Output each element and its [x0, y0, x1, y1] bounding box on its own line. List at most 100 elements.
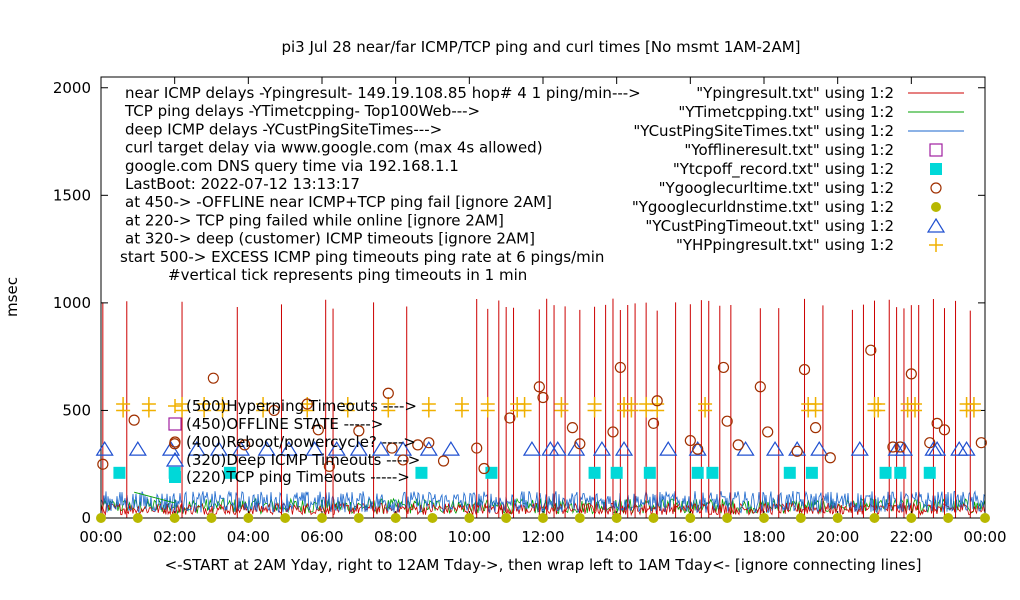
y-tick-label: 1500 — [53, 186, 91, 204]
legend-label: "YHPpingresult.txt" using 1:2 — [676, 236, 894, 254]
hp-ping-timeout-point — [381, 396, 396, 411]
hp-ping-timeout-point — [454, 396, 469, 411]
legend-label: "Ypingresult.txt" using 1:2 — [696, 84, 894, 102]
dns-time-point — [169, 513, 180, 523]
x-tick-label: 12:00 — [521, 528, 564, 546]
curl-time-point — [732, 439, 744, 451]
tcp-timeout-point — [691, 466, 704, 479]
dns-time-point — [132, 513, 143, 523]
curl-time-point — [721, 415, 733, 427]
hp-ping-timeout-point — [116, 396, 131, 411]
legend-swatch — [926, 217, 946, 233]
dns-time-point — [648, 513, 659, 523]
curl-time-point — [301, 398, 313, 410]
hp-ping-timeout-point — [966, 396, 981, 411]
tcp-timeout-point — [805, 466, 818, 479]
curl-time-point — [504, 412, 516, 424]
info-line: google.com DNS query time via 192.168.1.… — [125, 157, 459, 175]
info-line: start 500-> EXCESS ICMP ping timeouts pi… — [120, 248, 604, 266]
hp-ping-timeout-point — [698, 396, 713, 411]
hp-ping-timeout-point — [871, 396, 886, 411]
hp-ping-timeout-point — [175, 396, 190, 411]
tcp-timeout-point — [223, 466, 236, 479]
hp-ping-timeout-point — [587, 396, 602, 411]
cust-ping-timeout-point — [894, 441, 914, 456]
info-line: curl target delay via www.google.com (ma… — [125, 139, 543, 157]
dns-time-point — [906, 513, 917, 523]
cust-ping-timeout-point — [659, 441, 678, 456]
annotation-marker — [168, 417, 182, 431]
hp-ping-timeout-point — [340, 396, 355, 411]
cust-ping-timeout-point — [209, 441, 228, 456]
tcp-timeout-point — [706, 466, 719, 479]
hp-ping-timeout-point — [908, 396, 923, 411]
curl-time-point — [471, 442, 483, 454]
x-tick-label: 20:00 — [816, 528, 859, 546]
hp-ping-timeout-point — [517, 396, 532, 411]
x-tick-label: 08:00 — [374, 528, 417, 546]
legend-label: "YCustPingSiteTimes.txt" using 1:2 — [633, 122, 894, 140]
dns-time-point — [832, 513, 843, 523]
annotation-marker — [169, 471, 181, 483]
cust-ping-timeout-point — [614, 441, 634, 456]
cust-ping-timeout-point — [928, 441, 947, 456]
dns-time-point — [464, 513, 475, 523]
dns-time-point — [980, 513, 990, 523]
curl-time-point — [905, 368, 917, 380]
y-tick-label: 2000 — [53, 79, 91, 97]
annotation-marker — [169, 436, 181, 448]
curl-time-point — [566, 422, 579, 434]
curl-time-point — [312, 424, 324, 436]
curl-time-point — [651, 395, 663, 407]
cust-ping-timeout-point — [788, 441, 807, 456]
curl-time-point — [537, 391, 549, 404]
hp-ping-timeout-point — [141, 396, 156, 411]
tcp-timeout-point — [783, 466, 796, 479]
cust-ping-timeout-point — [688, 441, 707, 456]
curl-time-point — [574, 438, 586, 450]
info-line: #vertical tick represents ping timeouts … — [168, 266, 527, 284]
curl-time-point — [809, 422, 822, 434]
annotation-label: (450)OFFLINE STATE -----> — [186, 415, 383, 433]
tcp-timeout-point — [610, 466, 623, 479]
curl-time-point — [386, 442, 398, 454]
curl-time-point — [353, 425, 365, 437]
legend-swatch — [930, 163, 942, 175]
cust-ping-timeout-point — [371, 441, 391, 456]
annotation-marker — [168, 399, 182, 413]
info-line: LastBoot: 2022-07-12 13:13:17 — [125, 175, 360, 193]
annotation-label: (400)Reboot/powercycle? ----> — [186, 433, 416, 451]
curl-time-point — [382, 387, 394, 399]
cust-ping-timeout-point — [957, 441, 976, 456]
dns-time-point — [943, 513, 954, 523]
cust-ping-timeout-point — [95, 441, 114, 456]
hp-ping-timeout-point — [624, 396, 639, 411]
x-tick-label: 14:00 — [595, 528, 638, 546]
curl-time-point — [887, 441, 899, 453]
tcp-timeout-point — [415, 466, 428, 479]
dns-time-point — [390, 513, 401, 523]
curl-time-point — [754, 381, 766, 393]
cust-ping-timeout-point — [522, 441, 542, 456]
legend-label: "YTimetcpping.txt" using 1:2 — [678, 103, 894, 121]
y-tick-label: 500 — [62, 401, 91, 419]
curl-time-point — [684, 434, 696, 447]
x-tick-label: 02:00 — [153, 528, 196, 546]
y-tick-label: 0 — [81, 509, 91, 527]
info-line: at 320-> deep (customer) ICMP timeouts [… — [125, 230, 535, 248]
dns-time-point — [353, 513, 364, 523]
x-tick-label: 16:00 — [669, 528, 712, 546]
dns-time-point — [869, 513, 880, 523]
cust-ping-timeout-point — [548, 441, 567, 456]
dns-time-point — [280, 513, 291, 523]
deep-icmp-series — [100, 489, 986, 514]
hp-ping-timeout-point — [215, 396, 230, 411]
cust-ping-timeout-point — [349, 441, 368, 456]
cust-ping-timeout-point — [419, 441, 438, 456]
info-line: at 450-> -OFFLINE near ICMP+TCP ping fai… — [125, 193, 552, 211]
curl-time-point — [268, 404, 280, 417]
y-tick-label: 1000 — [53, 294, 91, 312]
tcp-timeout-point — [894, 466, 907, 479]
legend-swatch — [931, 202, 941, 212]
cust-ping-timeout-point — [441, 441, 460, 456]
